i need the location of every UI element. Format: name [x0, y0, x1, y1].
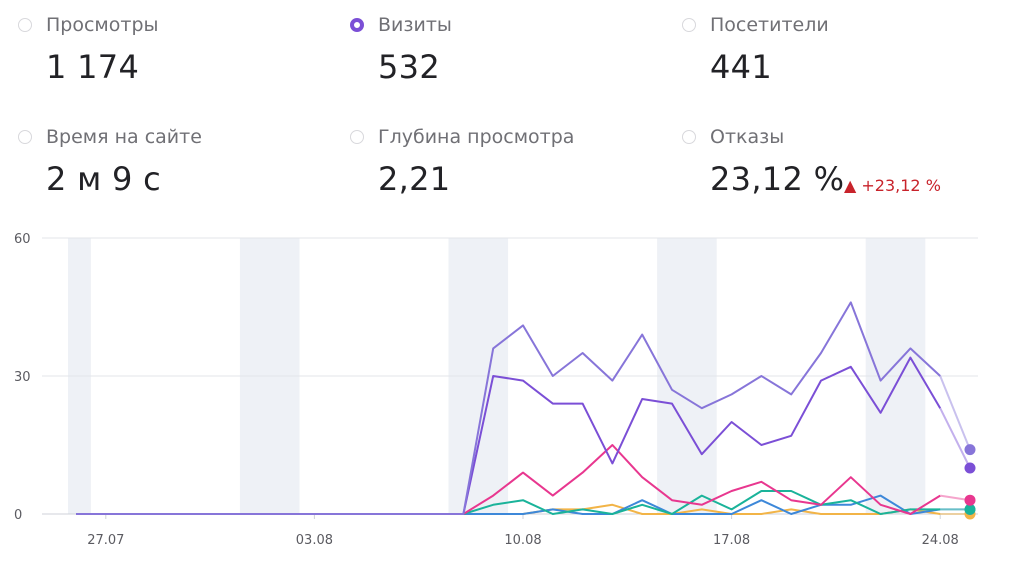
y-tick-label: 30	[14, 370, 31, 385]
chart-svg: 0 30 60 27.07 03.08 10.08 17.08 24.08	[14, 232, 978, 548]
metric-value: 1 174	[46, 48, 140, 86]
metric-value: 441	[710, 48, 772, 86]
metric-visitors[interactable]: Посетители 441	[682, 14, 982, 86]
series-end-dot	[964, 462, 976, 474]
metric-radio-page-depth[interactable]	[350, 130, 364, 144]
metric-value: 2 м 9 с	[46, 160, 162, 198]
metric-label: Глубина просмотра	[378, 126, 575, 148]
metric-time-on-site[interactable]: Время на сайте 2 м 9 с	[18, 126, 318, 198]
y-tick-label: 0	[14, 508, 22, 523]
metric-bounce-rate[interactable]: Отказы 23,12 % ▲ +23,12 %	[682, 126, 982, 198]
metric-radio-pageviews[interactable]	[18, 18, 32, 32]
metric-pageviews[interactable]: Просмотры 1 174	[18, 14, 318, 86]
x-tick-label: 17.08	[713, 533, 750, 548]
metric-delta-badge: ▲ +23,12 %	[844, 176, 941, 195]
series-line-partial	[939, 407, 971, 469]
metric-radio-visitors[interactable]	[682, 18, 696, 32]
metric-label: Время на сайте	[46, 126, 202, 148]
series-line	[76, 301, 941, 515]
metric-radio-bounce-rate[interactable]	[682, 130, 696, 144]
grid-lines	[42, 237, 978, 515]
x-tick-label: 03.08	[296, 533, 333, 548]
x-tick-label: 24.08	[922, 533, 959, 548]
metric-value: 2,21	[378, 160, 451, 198]
series-lines	[76, 301, 971, 515]
series-line-partial	[939, 375, 971, 450]
metric-label: Просмотры	[46, 14, 159, 36]
series-end-dot	[964, 494, 976, 506]
metric-value: 23,12 %	[710, 160, 845, 198]
metric-label: Посетители	[710, 14, 829, 36]
series-end-dot	[964, 444, 976, 456]
metric-visits[interactable]: Визиты 532	[350, 14, 650, 86]
x-axis-ticks: 27.07 03.08 10.08 17.08 24.08	[87, 514, 959, 548]
metric-label: Визиты	[378, 14, 452, 36]
series-end-points	[964, 444, 976, 520]
metric-radio-visits[interactable]	[350, 18, 364, 32]
y-tick-label: 60	[14, 232, 31, 247]
y-axis-ticks: 0 30 60	[14, 232, 31, 523]
metric-label: Отказы	[710, 126, 785, 148]
metric-radio-time-on-site[interactable]	[18, 130, 32, 144]
line-chart: 0 30 60 27.07 03.08 10.08 17.08 24.08	[0, 222, 1024, 565]
series-end-dot	[964, 503, 976, 515]
x-tick-label: 10.08	[504, 533, 541, 548]
x-tick-label: 27.07	[87, 533, 124, 548]
metric-page-depth[interactable]: Глубина просмотра 2,21	[350, 126, 650, 198]
metric-value: 532	[378, 48, 440, 86]
